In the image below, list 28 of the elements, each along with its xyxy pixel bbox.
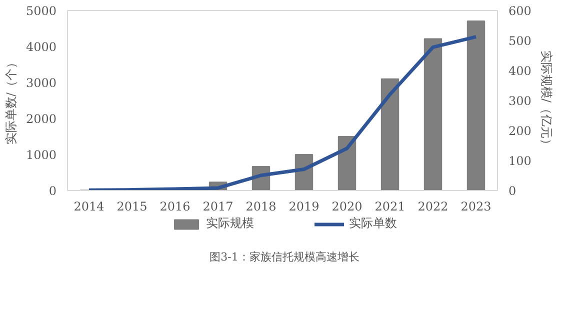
- caption: 图3-1：家族信托规模高速增长: [210, 250, 360, 264]
- x-tick-label: 2022: [418, 200, 448, 214]
- x-tick-label: 2023: [460, 200, 492, 214]
- y2-tick-label: 100: [508, 154, 532, 168]
- y2-tick-label: 200: [508, 124, 532, 138]
- y2-axis-title: 实际规模/（亿元）: [539, 50, 554, 151]
- x-tick-label: 2019: [288, 200, 320, 214]
- y-tick-label: 3000: [26, 76, 57, 90]
- legend-label: 实际规模: [206, 215, 254, 232]
- y2-tick-label: 300: [508, 94, 532, 108]
- y2-tick-label: 0: [508, 184, 516, 198]
- x-tick-label: 2017: [202, 200, 234, 214]
- y-tick-label: 0: [48, 184, 57, 198]
- y-tick-label: 4000: [26, 40, 57, 54]
- x-tick-label: 2016: [160, 200, 190, 214]
- y2-tick-label: 400: [508, 64, 532, 78]
- x-tick-label: 2018: [246, 200, 276, 214]
- y2-tick-label: 500: [508, 34, 532, 48]
- y-tick-label: 5000: [26, 4, 57, 18]
- y-axis-title: 实际单数/（个）: [4, 56, 18, 145]
- y-tick-label: 2000: [26, 112, 57, 126]
- legend-label: 实际单数: [349, 215, 397, 232]
- x-tick-label: 2015: [116, 200, 148, 214]
- x-tick-label: 2020: [332, 200, 362, 214]
- y2-tick-label: 600: [508, 4, 532, 18]
- x-tick-label: 2021: [374, 200, 406, 214]
- x-tick-label: 2014: [74, 200, 105, 214]
- y-tick-label: 1000: [26, 148, 57, 162]
